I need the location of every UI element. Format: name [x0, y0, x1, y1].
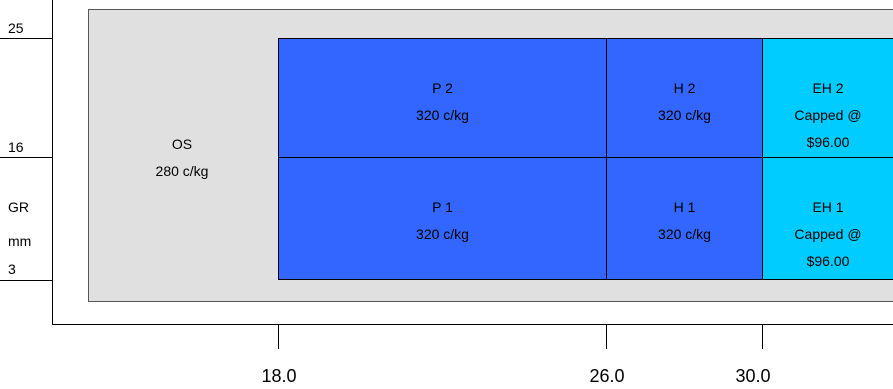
region-eh1-name: EH 1 — [812, 199, 844, 215]
region-h2-name: H 2 — [673, 80, 696, 96]
y-axis-label-gr: GR — [8, 199, 29, 215]
x-tick-label-26: 26.0 — [589, 366, 625, 386]
region-p1-price: 320 c/kg — [416, 226, 469, 242]
y-tick-16 — [0, 157, 52, 158]
y-tick-label-25: 25 — [8, 20, 24, 36]
y-tick-label-3: 3 — [8, 261, 16, 277]
region-h1-price: 320 c/kg — [658, 226, 711, 242]
region-h2-price: 320 c/kg — [658, 107, 711, 123]
region-h1-name: H 1 — [673, 199, 696, 215]
x-tick-30 — [762, 325, 763, 349]
region-eh2-cap: Capped @ — [794, 107, 862, 123]
y-tick-25 — [0, 38, 52, 39]
x-tick-label-18: 18.0 — [261, 366, 297, 386]
region-p2-name: P 2 — [432, 80, 453, 96]
region-eh1-price: $96.00 — [806, 253, 850, 269]
region-h1: H 1 320 c/kg — [606, 157, 763, 280]
x-tick-label-30: 30.0 — [735, 366, 771, 386]
x-tick-26 — [606, 325, 607, 349]
region-p1: P 1 320 c/kg — [278, 157, 607, 280]
x-axis-line — [52, 324, 893, 325]
y-axis-label-mm: mm — [8, 233, 32, 249]
region-eh1: EH 1 Capped @ $96.00 — [762, 157, 893, 280]
os-region-label: OS 280 c/kg — [132, 131, 232, 185]
region-p2: P 2 320 c/kg — [278, 38, 607, 158]
y-axis-line — [52, 0, 53, 325]
os-price: 280 c/kg — [155, 163, 209, 179]
region-h2: H 2 320 c/kg — [606, 38, 763, 158]
y-tick-label-16: 16 — [8, 139, 24, 155]
region-eh1-cap: Capped @ — [794, 226, 862, 242]
region-p1-name: P 1 — [432, 199, 453, 215]
y-tick-3 — [0, 280, 52, 281]
region-eh2-name: EH 2 — [812, 80, 844, 96]
os-name: OS — [171, 136, 193, 152]
x-tick-18 — [278, 325, 279, 349]
region-eh2: EH 2 Capped @ $96.00 — [762, 38, 893, 158]
region-eh2-price: $96.00 — [806, 134, 850, 150]
region-p2-price: 320 c/kg — [416, 107, 469, 123]
